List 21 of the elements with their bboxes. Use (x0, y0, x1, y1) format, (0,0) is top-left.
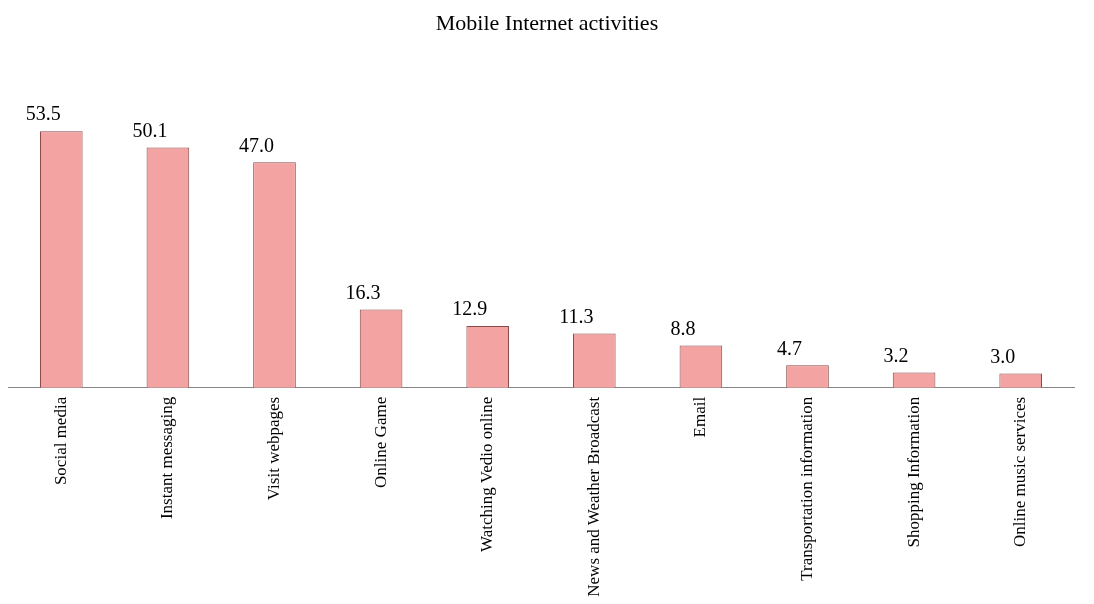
x-tick-label: News and Weather Broadcast (583, 396, 603, 597)
data-label: 3.2 (883, 343, 909, 366)
x-tick-label: Online music services (1010, 396, 1030, 547)
data-label: 11.3 (559, 304, 594, 327)
data-label: 16.3 (345, 280, 381, 303)
x-tick-label: Instant messaging (157, 396, 177, 520)
x-tick-label: Watching Vedio online (477, 396, 497, 552)
chart-title: Mobile Internet activities (434, 10, 660, 37)
data-label: 8.8 (670, 316, 696, 339)
x-tick-label: Shopping Information (903, 396, 923, 548)
data-label: 12.9 (452, 297, 488, 320)
x-tick-label: Visit webpages (263, 396, 283, 501)
x-tick-label: Online Game (370, 396, 390, 488)
data-label: 50.1 (132, 118, 168, 141)
x-tick-label: Social media (50, 396, 70, 486)
data-label: 4.7 (777, 336, 802, 359)
x-tick-label: Transportation information (796, 396, 816, 581)
x-tick-label: Email (690, 396, 710, 438)
data-label: 53.5 (25, 102, 61, 125)
data-label: 47.0 (239, 133, 274, 156)
data-label: 3.0 (990, 344, 1016, 367)
